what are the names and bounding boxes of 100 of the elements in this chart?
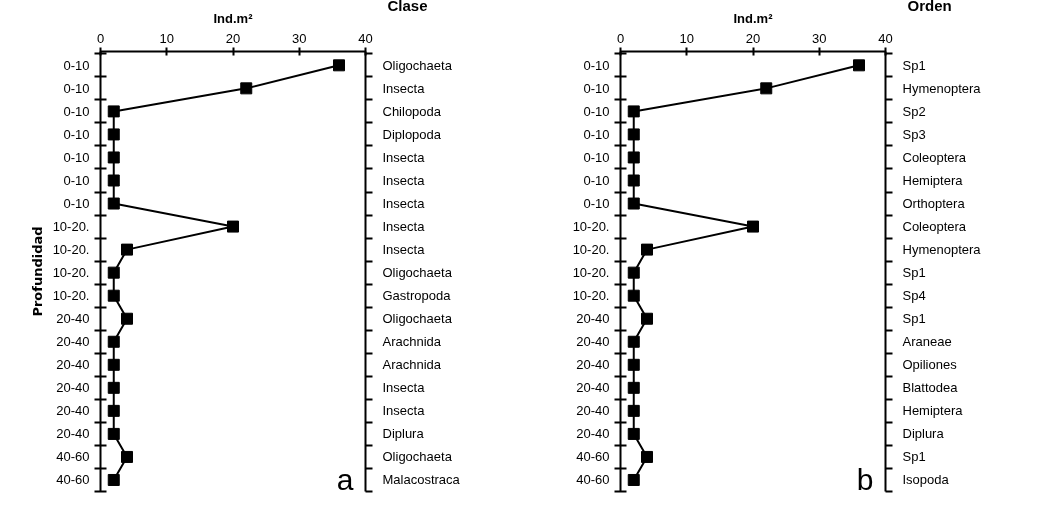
point xyxy=(107,289,120,302)
point xyxy=(107,404,120,417)
y-tick-label: 0-10 xyxy=(63,80,90,96)
y-axis-title: Profundidad xyxy=(29,226,45,317)
point xyxy=(627,289,640,302)
y2-tick-label: Oligochaeta xyxy=(382,57,453,73)
y2-tick-label: Opiliones xyxy=(902,357,958,373)
y-tick-label: 40-60 xyxy=(56,449,90,465)
y-tick-label: 0-10 xyxy=(63,173,90,189)
y2-tick-label: Insecta xyxy=(382,149,426,165)
y2-tick-label: Oligochaeta xyxy=(382,265,453,281)
point xyxy=(227,220,239,233)
point xyxy=(107,197,120,210)
y-tick-label: 10-20. xyxy=(572,265,610,281)
y-tick-label: 10-20. xyxy=(52,242,90,258)
point xyxy=(627,105,640,118)
y-tick-label: 40-60 xyxy=(576,472,610,488)
y2-tick-label: Insecta xyxy=(382,242,426,258)
point xyxy=(107,358,120,371)
y2-tick-label: Diplura xyxy=(902,426,945,442)
point xyxy=(641,450,653,463)
y-tick-label: 0-10 xyxy=(63,149,90,165)
annotation: a xyxy=(336,463,354,497)
y-tick-label: 10-20. xyxy=(52,288,90,304)
y2-tick-label: Gastropoda xyxy=(382,288,452,304)
point xyxy=(107,128,120,141)
y-tick-label: 20-40 xyxy=(576,403,610,419)
y-tick-label: 0-10 xyxy=(583,103,610,119)
y2-tick-label: Sp1 xyxy=(902,57,926,73)
x-tick-label: 20 xyxy=(745,30,761,46)
x-tick-label: 10 xyxy=(159,30,174,46)
point xyxy=(627,358,640,371)
y2-tick-label: Sp4 xyxy=(902,288,926,304)
y2-tick-label: Sp1 xyxy=(902,265,926,281)
x-tick-label: 30 xyxy=(812,30,827,46)
point xyxy=(627,335,640,348)
y2-tick-label: Sp2 xyxy=(902,103,926,119)
point xyxy=(107,473,120,486)
y-tick-label: 20-40 xyxy=(56,426,90,442)
x-tick-label: 40 xyxy=(878,30,893,46)
point xyxy=(627,151,640,164)
x-tick-label: 0 xyxy=(96,30,105,46)
annotation: b xyxy=(856,463,874,497)
point xyxy=(747,220,759,233)
y2-tick-label: Insecta xyxy=(382,196,426,212)
point xyxy=(627,174,640,187)
y2-tick-label: Isopoda xyxy=(902,472,950,488)
y-tick-label: 10-20. xyxy=(52,265,90,281)
y-tick-label: 40-60 xyxy=(56,472,90,488)
point xyxy=(627,404,640,417)
y-tick-label: 20-40 xyxy=(576,380,610,396)
y2-tick-label: Insecta xyxy=(382,403,426,419)
y2-tick-label: Arachnida xyxy=(382,357,442,373)
y2-tick-label: Araneae xyxy=(902,334,952,350)
point xyxy=(641,243,653,256)
y-tick-label: 0-10 xyxy=(583,196,610,212)
x-tick-label: 30 xyxy=(292,30,307,46)
point xyxy=(627,381,640,394)
point xyxy=(107,381,120,394)
y-tick-label: 20-40 xyxy=(576,311,610,327)
y-tick-label: 0-10 xyxy=(583,57,610,73)
point xyxy=(853,59,865,72)
point xyxy=(121,450,133,463)
y-tick-label: 0-10 xyxy=(583,80,610,96)
point xyxy=(107,335,120,348)
y-tick-label: 20-40 xyxy=(56,380,90,396)
point xyxy=(240,82,253,95)
y2-tick-label: Arachnida xyxy=(382,334,442,350)
y2-tick-label: Hemiptera xyxy=(902,173,964,189)
point xyxy=(333,59,345,72)
y2-tick-label: Insecta xyxy=(382,173,426,189)
y-tick-label: 0-10 xyxy=(583,126,610,142)
y-tick-label: 0-10 xyxy=(63,103,90,119)
y2-tick-label: Hemiptera xyxy=(902,403,964,419)
y2-tick-label: Diplura xyxy=(382,426,425,442)
x-axis-title: Ind.m² xyxy=(213,10,254,26)
x-tick-label: 10 xyxy=(679,30,694,46)
y2-tick-label: Oligochaeta xyxy=(382,311,453,327)
y-tick-label: 0-10 xyxy=(583,149,610,165)
y2-tick-label: Chilopoda xyxy=(382,103,442,119)
x-tick-label: 0 xyxy=(616,30,625,46)
point xyxy=(121,243,133,256)
y-tick-label: 10-20. xyxy=(52,219,90,235)
x-tick-label: 40 xyxy=(358,30,373,46)
y2-tick-label: Hymenoptera xyxy=(902,80,982,96)
point xyxy=(627,473,640,486)
y2-tick-label: Insecta xyxy=(382,80,426,96)
y2-axis-title: Orden xyxy=(907,0,952,14)
y2-tick-label: Coleoptera xyxy=(902,149,967,165)
y-tick-label: 0-10 xyxy=(63,57,90,73)
point xyxy=(107,266,120,279)
y2-tick-label: Insecta xyxy=(382,380,426,396)
point xyxy=(107,427,120,440)
y-tick-label: 20-40 xyxy=(56,357,90,373)
y2-tick-label: Oligochaeta xyxy=(382,449,453,465)
y-tick-label: 20-40 xyxy=(56,311,90,327)
point xyxy=(107,151,120,164)
point xyxy=(760,82,773,95)
y-tick-label: 10-20. xyxy=(572,242,610,258)
y-tick-label: 10-20. xyxy=(572,219,610,235)
